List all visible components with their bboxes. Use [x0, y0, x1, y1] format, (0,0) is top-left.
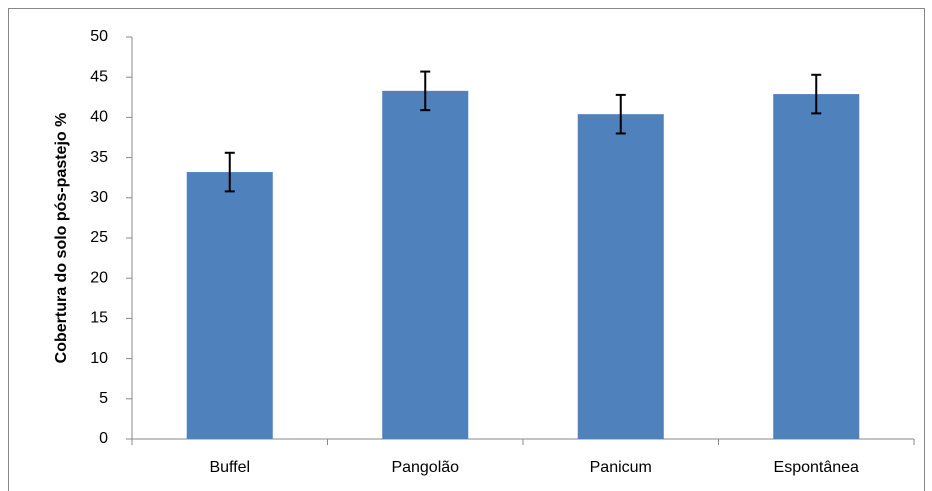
x-tick-label: Pangolão — [391, 459, 459, 476]
bar — [577, 114, 664, 440]
bar — [186, 172, 273, 439]
error-bar — [811, 73, 822, 115]
y-tick-label: 15 — [90, 310, 108, 327]
y-tick-label: 45 — [90, 68, 108, 85]
x-tick-label: Buffel — [209, 459, 250, 476]
bar — [773, 94, 860, 440]
y-tick-label: 40 — [90, 109, 108, 126]
y-tick-label: 50 — [90, 28, 108, 45]
x-tick-label: Espontânea — [774, 459, 860, 476]
y-tick-label: 10 — [90, 350, 108, 367]
y-axis-label: Cobertura do solo pós-pastejo % — [53, 113, 70, 364]
error-bar — [224, 151, 235, 193]
x-tick-label: Panicum — [590, 459, 652, 476]
bar — [382, 90, 469, 440]
y-tick-label: 35 — [90, 149, 108, 166]
y-tick-label: 30 — [90, 189, 108, 206]
error-bar — [420, 70, 431, 112]
y-tick-label: 0 — [99, 430, 108, 447]
y-tick-label: 5 — [99, 390, 108, 407]
error-bar — [615, 93, 626, 135]
y-tick-label: 20 — [90, 269, 108, 286]
y-tick-label: 25 — [90, 229, 108, 246]
